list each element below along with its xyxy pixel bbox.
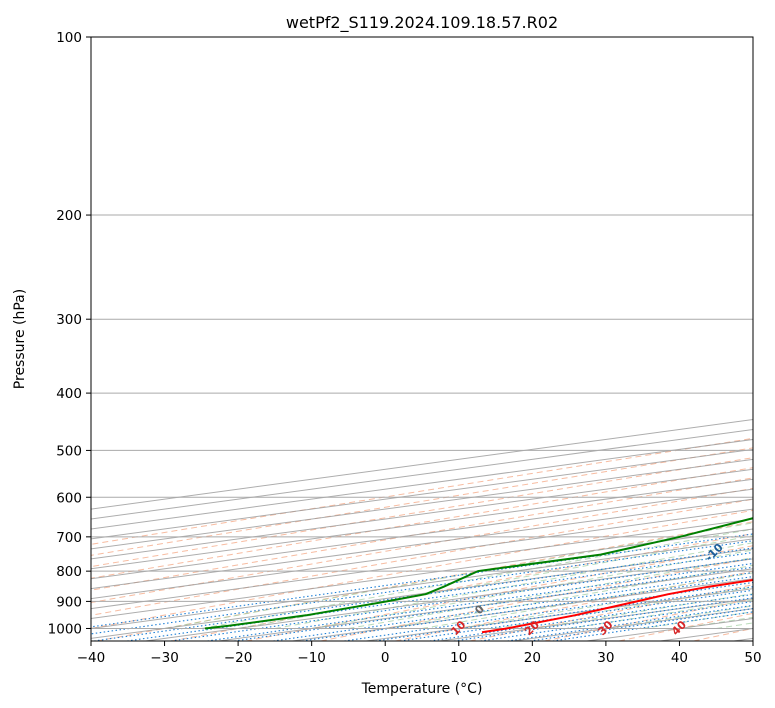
y-tick-label: 900 xyxy=(56,594,82,610)
y-tick-label: 300 xyxy=(56,312,82,328)
x-tick-label: 50 xyxy=(744,650,761,666)
moist-adiabat-line xyxy=(458,579,753,629)
y-tick-label: 200 xyxy=(56,208,82,224)
isotherm-line xyxy=(91,538,753,629)
profile-curves xyxy=(204,517,753,634)
y-axis-label: Pressure (hPa) xyxy=(12,289,28,389)
dry-adiabat-line xyxy=(96,521,753,641)
mixing-ratio-line xyxy=(207,562,753,641)
isotherm-line xyxy=(91,488,753,580)
dry-adiabat-line xyxy=(91,509,753,630)
mixing-ratio-line xyxy=(552,611,753,641)
isotherm-line xyxy=(91,508,753,600)
dry-adiabat-line xyxy=(91,487,753,604)
x-tick-label: 10 xyxy=(450,650,467,666)
dry-adiabat-line xyxy=(618,612,753,641)
moist-adiabat-line xyxy=(164,522,753,629)
x-axis-ticks: −40 −30 −20 −10 0 10 20 30 40 50 xyxy=(77,641,762,666)
temperature-profile-line xyxy=(481,579,753,634)
isotherm-line xyxy=(91,468,753,560)
x-tick-label: −40 xyxy=(77,650,106,666)
isotherm-line xyxy=(292,578,753,641)
x-axis-label: Temperature (°C) xyxy=(361,681,483,697)
y-tick-label: 500 xyxy=(56,443,82,459)
isotherm-line xyxy=(91,518,753,610)
plot-frame xyxy=(90,36,754,642)
dry-adiabat-line xyxy=(469,584,753,641)
moist-adiabat-line xyxy=(201,528,753,629)
dry-adiabat-line xyxy=(91,437,753,545)
mixing-ratio-line xyxy=(344,581,753,641)
dry-adiabat-line xyxy=(171,533,753,641)
isotherm-line xyxy=(91,458,753,550)
moist-adiabat-line xyxy=(421,572,753,629)
moist-adiabat-line xyxy=(348,557,753,629)
y-tick-label: 400 xyxy=(56,386,82,402)
line-labels: -100-90-80-70-60-50-40-30-20-10010203040… xyxy=(448,541,726,638)
y-tick-label: 600 xyxy=(56,490,82,506)
mixing-ratio-line xyxy=(170,557,753,641)
x-tick-label: 40 xyxy=(671,650,688,666)
x-tick-label: −10 xyxy=(297,650,326,666)
dry-adiabat-line xyxy=(320,557,753,641)
pressure-gridlines xyxy=(91,37,753,629)
y-tick-label: 1000 xyxy=(48,621,82,637)
x-tick-label: −20 xyxy=(224,650,253,666)
mixing-ratio-line xyxy=(234,566,753,641)
isotherm-line xyxy=(91,528,753,620)
y-tick-label: 700 xyxy=(56,530,82,546)
y-tick-label: 800 xyxy=(56,564,82,580)
x-tick-label: −30 xyxy=(150,650,179,666)
y-tick-label: 100 xyxy=(56,30,82,46)
mixing-ratio-line xyxy=(127,551,753,641)
background-lines xyxy=(91,37,775,641)
mixing-ratio-line xyxy=(273,571,753,641)
dewpoint-profile-line xyxy=(204,517,753,630)
dry-adiabat-label: 30 xyxy=(596,618,616,638)
dry-adiabat-label: 40 xyxy=(669,618,689,638)
mixing-ratio-line xyxy=(302,576,753,641)
dry-adiabat-line xyxy=(91,457,753,568)
isotherm-line xyxy=(91,498,753,590)
y-axis-ticks: 100 200 300 400 500 600 700 800 900 1000 xyxy=(48,30,91,637)
chart-title: wetPf2_S119.2024.109.18.57.R02 xyxy=(286,13,558,33)
dry-adiabat-line xyxy=(91,447,753,556)
isotherm-line xyxy=(91,478,753,570)
x-tick-label: 0 xyxy=(381,650,390,666)
dry-adiabat-line xyxy=(768,37,775,641)
x-tick-label: 20 xyxy=(524,650,541,666)
dry-adiabat-line xyxy=(246,545,753,641)
x-tick-label: 30 xyxy=(597,650,614,666)
